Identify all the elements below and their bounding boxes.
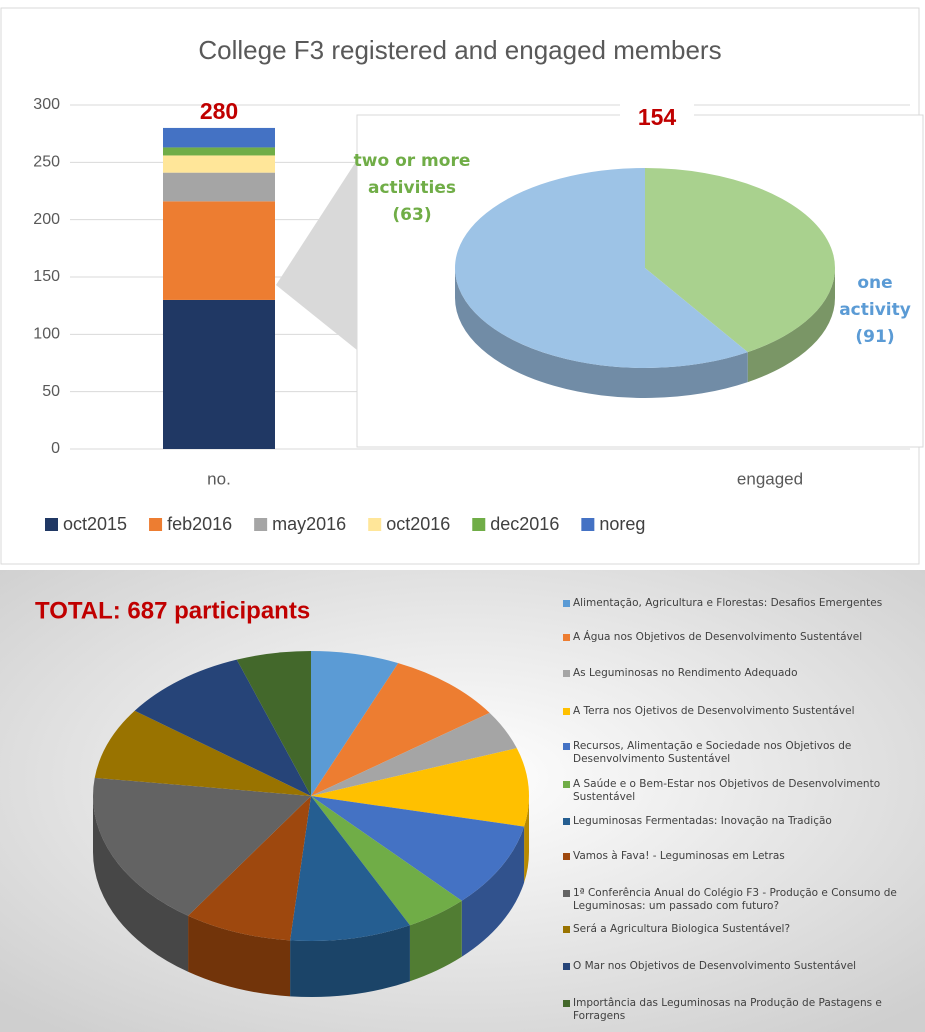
- pie-slice: [311, 748, 530, 827]
- pie-slice: [94, 710, 311, 796]
- legend-swatch: [563, 670, 570, 677]
- legend-label: feb2016: [167, 514, 232, 534]
- legend-swatch: [563, 1000, 570, 1007]
- bar-segment: [163, 155, 275, 173]
- legend-label: O Mar nos Objetivos de Desenvolvimento S…: [573, 960, 857, 972]
- pie-slice: [236, 651, 311, 796]
- bar-segment: [163, 127, 275, 148]
- x-tick-label: no.: [207, 469, 231, 488]
- pie-slice: [311, 796, 462, 926]
- pie-slice: [311, 651, 399, 796]
- legend-swatch: [581, 518, 595, 531]
- pie-slice: [645, 168, 836, 353]
- bar-segment: [163, 201, 275, 300]
- legend-swatch: [254, 518, 268, 531]
- pie-value-label: (91): [855, 327, 895, 347]
- legend-label: Alimentação, Agricultura e Florestas: De…: [573, 597, 883, 609]
- legend-swatch: [563, 890, 570, 897]
- pie-label: two or more activities (63): [352, 148, 472, 229]
- legend-swatch: [368, 518, 382, 531]
- legend-entry: A Saúde e o Bem-Estar nos Objetivos de D…: [563, 778, 903, 804]
- pie-slice: [311, 796, 525, 901]
- legend-swatch: [563, 818, 570, 825]
- y-tick-label: 250: [33, 154, 60, 171]
- pie-side: [290, 925, 410, 997]
- legend-entry: 1ª Conferência Anual do Colégio F3 - Pro…: [563, 887, 903, 913]
- legend-swatch: [472, 518, 486, 531]
- legend-swatch: [563, 781, 570, 788]
- pie-side: [92, 796, 189, 972]
- legend-label: may2016: [272, 514, 346, 534]
- legend-entry: A Terra nos Ojetivos de Desenvolvimento …: [563, 705, 903, 718]
- pie-value-label: (63): [392, 205, 432, 225]
- legend-label: Importância das Leguminosas na Produção …: [573, 997, 882, 1022]
- bar-segment: [163, 147, 275, 156]
- legend-label: Será a Agricultura Biologica Sustentável…: [573, 923, 791, 935]
- legend-entry: A Água nos Objetivos de Desenvolvimento …: [563, 631, 903, 644]
- pie-slice: [93, 777, 311, 916]
- pie-slice: [134, 659, 311, 796]
- pie-slice: [455, 168, 748, 369]
- y-tick-label: 300: [33, 96, 60, 113]
- total-bg: [620, 100, 694, 132]
- legend-swatch: [563, 634, 570, 641]
- bar-segment: [163, 172, 275, 202]
- legend-swatch: [563, 926, 570, 933]
- pie-label-text: two or more activities: [353, 151, 471, 198]
- y-tick-label: 50: [42, 383, 60, 400]
- pie-side: [747, 268, 835, 383]
- x-tick-label: engaged: [737, 469, 803, 488]
- legend-entry: As Leguminosas no Rendimento Adequado: [563, 667, 903, 680]
- pie-slice: [311, 663, 490, 796]
- legend-label: A Terra nos Ojetivos de Desenvolvimento …: [573, 705, 855, 717]
- legend-label: As Leguminosas no Rendimento Adequado: [573, 667, 798, 679]
- legend-swatch: [45, 518, 58, 531]
- legend-entry: Alimentação, Agricultura e Florestas: De…: [563, 597, 903, 610]
- legend-entry: Será a Agricultura Biologica Sustentável…: [563, 923, 903, 936]
- pie-side: [524, 796, 529, 883]
- chart-title: College F3 registered and engaged member…: [198, 35, 721, 65]
- pie-slice: [188, 796, 311, 941]
- legend-swatch: [563, 600, 570, 607]
- legend-entry: Vamos à Fava! - Leguminosas em Letras: [563, 850, 903, 863]
- y-tick-label: 200: [33, 211, 60, 228]
- legend-entry: O Mar nos Objetivos de Desenvolvimento S…: [563, 960, 903, 973]
- legend-entry: Leguminosas Fermentadas: Inovação na Tra…: [563, 815, 903, 828]
- legend-swatch: [563, 708, 570, 715]
- bar-segment: [163, 299, 275, 449]
- legend-swatch: [149, 518, 163, 531]
- legend-label: 1ª Conferência Anual do Colégio F3 - Pro…: [573, 887, 897, 912]
- legend-label: Vamos à Fava! - Leguminosas em Letras: [573, 850, 785, 862]
- connector: [276, 160, 357, 350]
- legend-label: Leguminosas Fermentadas: Inovação na Tra…: [573, 815, 832, 827]
- pie-label-text: one activity: [839, 273, 911, 320]
- legend-label: noreg: [599, 514, 645, 534]
- legend-label: oct2016: [386, 514, 450, 534]
- total-label: 154: [638, 104, 677, 130]
- y-tick-label: 100: [33, 326, 60, 343]
- pie-side: [461, 826, 525, 957]
- legend-swatch: [563, 853, 570, 860]
- pie-slice: [311, 712, 517, 796]
- pie-side: [455, 268, 748, 398]
- legend-swatch: [563, 743, 570, 750]
- y-tick-label: 150: [33, 268, 60, 285]
- legend-label: dec2016: [490, 514, 559, 534]
- legend-label: A Água nos Objetivos de Desenvolvimento …: [573, 631, 863, 643]
- pie-label: one activity (91): [825, 270, 925, 351]
- legend-label: A Saúde e o Bem-Estar nos Objetivos de D…: [573, 778, 881, 803]
- pie-side: [188, 915, 291, 997]
- legend-entry: Importância das Leguminosas na Produção …: [563, 997, 903, 1023]
- legend-label: Recursos, Alimentação e Sociedade nos Ob…: [573, 740, 852, 765]
- total-label: 280: [200, 98, 238, 124]
- legend-entry: Recursos, Alimentação e Sociedade nos Ob…: [563, 740, 903, 766]
- legend-swatch: [563, 963, 570, 970]
- y-tick-label: 0: [51, 440, 60, 457]
- legend-label: oct2015: [63, 514, 127, 534]
- pie-slice: [290, 796, 410, 941]
- chart-title: TOTAL: 687 participants: [35, 597, 310, 624]
- pie-side: [409, 900, 462, 982]
